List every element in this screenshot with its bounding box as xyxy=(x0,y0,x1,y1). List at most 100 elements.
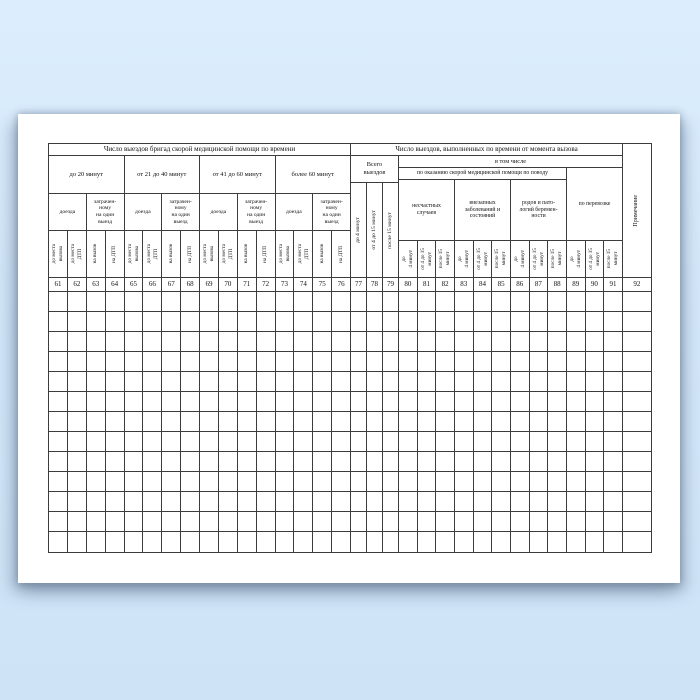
data-cell xyxy=(622,512,651,532)
column-number-cell: 63 xyxy=(86,278,106,292)
data-cell xyxy=(548,412,567,432)
data-cell xyxy=(143,292,163,312)
column-number-cell: 90 xyxy=(585,278,605,292)
data-cell xyxy=(399,412,418,432)
data-cell xyxy=(256,472,276,492)
data-cell xyxy=(313,312,333,332)
data-cell xyxy=(49,432,68,452)
data-cell xyxy=(492,352,511,372)
column-number-cell: 66 xyxy=(143,278,163,292)
data-cell xyxy=(604,512,623,532)
data-cell xyxy=(49,312,68,332)
column-number-cell: 79 xyxy=(383,278,399,292)
table-data-row xyxy=(49,392,651,412)
data-cell xyxy=(418,532,437,552)
note-label: Примечание xyxy=(633,194,640,227)
data-cell xyxy=(143,432,163,452)
data-cell xyxy=(105,512,125,532)
data-cell xyxy=(351,532,367,552)
time-spent-header: затрачен- ному на один выезд xyxy=(162,194,200,231)
rotated-column-header: на ДТП xyxy=(105,231,125,278)
column-number-cell: 64 xyxy=(105,278,125,292)
travel-time-header: доезда xyxy=(275,194,314,231)
data-cell xyxy=(548,532,567,552)
travel-time-header: доезда xyxy=(49,194,87,231)
data-cell xyxy=(604,432,623,452)
data-cell xyxy=(86,292,106,312)
data-cell xyxy=(454,452,474,472)
data-cell xyxy=(566,512,586,532)
column-number-cell: 87 xyxy=(529,278,549,292)
data-cell xyxy=(218,432,238,452)
data-cell xyxy=(181,292,200,312)
column-number-cell: 85 xyxy=(492,278,511,292)
interval-column-header: от 4 до 15 минут xyxy=(585,241,605,278)
rotated-column-header-label: на вызов xyxy=(167,244,174,264)
column-number-cell: 82 xyxy=(436,278,455,292)
interval-column-header: от 4 до 15 минут xyxy=(473,241,493,278)
rotated-column-header-label: на вызов xyxy=(92,244,99,264)
data-cell xyxy=(367,372,383,392)
data-cell xyxy=(124,312,144,332)
data-cell xyxy=(143,512,163,532)
data-cell xyxy=(275,512,295,532)
total-interval-header-label: до 4 минут xyxy=(354,216,361,243)
data-cell xyxy=(105,312,125,332)
column-number-cell: 83 xyxy=(454,278,474,292)
data-cell xyxy=(105,392,125,412)
data-cell xyxy=(417,452,437,472)
sub-headers-row: доезда затрачен- ному на один выезд доезда… xyxy=(49,194,351,231)
rotated-column-header-label: на вызов xyxy=(318,244,325,264)
data-cell xyxy=(49,332,68,352)
rotated-column-header-label: на ДТП xyxy=(111,245,118,263)
data-cell xyxy=(399,432,418,452)
data-cell xyxy=(383,432,399,452)
data-cell xyxy=(548,432,567,452)
data-cell xyxy=(454,492,474,512)
data-cell xyxy=(548,312,567,332)
data-cell xyxy=(124,372,144,392)
data-cell xyxy=(530,532,549,552)
data-cell xyxy=(585,352,605,372)
data-cell xyxy=(86,392,106,412)
data-cell xyxy=(417,332,437,352)
data-cell xyxy=(529,292,549,312)
data-cell xyxy=(86,412,106,432)
data-cell xyxy=(49,532,68,552)
data-cell xyxy=(383,472,399,492)
interval-column-header: от 4 до 15 минут xyxy=(529,241,549,278)
data-cell xyxy=(86,452,106,472)
data-cell xyxy=(181,352,200,372)
data-cell xyxy=(399,492,418,512)
data-cell xyxy=(86,332,106,352)
data-cell xyxy=(351,512,367,532)
data-cell xyxy=(237,372,257,392)
data-cell xyxy=(529,312,549,332)
interval-column-header: после 15 минут xyxy=(492,241,511,278)
data-cell xyxy=(162,332,182,352)
data-cell xyxy=(436,392,455,412)
data-cell xyxy=(181,312,200,332)
data-cell xyxy=(105,332,125,352)
including-body: по оказанию скорой медицинской помощи по… xyxy=(399,168,623,278)
table-data-row xyxy=(49,532,651,552)
data-cell xyxy=(332,532,351,552)
rotated-column-header-label: до места ДТП xyxy=(296,244,310,264)
data-cell xyxy=(313,492,333,512)
interval-column-header-label: от 4 до 15 минут xyxy=(587,248,601,270)
data-cell xyxy=(124,332,144,352)
data-cell xyxy=(124,352,144,372)
data-cell xyxy=(143,392,163,412)
data-cell xyxy=(86,352,106,372)
rotated-column-header-label: до места вызова xyxy=(277,244,291,264)
data-cell xyxy=(162,452,182,472)
data-cell xyxy=(367,292,383,312)
table-data-row xyxy=(49,452,651,472)
data-cell xyxy=(294,312,314,332)
data-cell xyxy=(86,312,106,332)
data-cell xyxy=(585,392,605,412)
data-cell xyxy=(548,452,567,472)
total-interval-header: от 4 до 15 минут xyxy=(367,183,383,278)
data-cell xyxy=(181,332,200,352)
data-cell xyxy=(622,452,651,472)
